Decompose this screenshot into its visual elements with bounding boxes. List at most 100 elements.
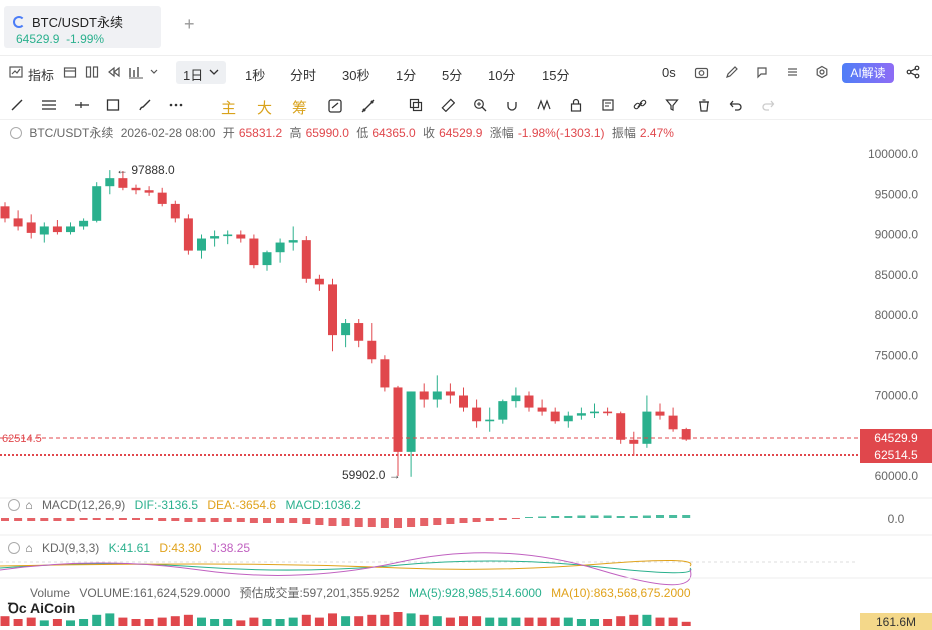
- tf-15m[interactable]: 15分: [542, 68, 570, 83]
- volume-bar: [576, 619, 586, 626]
- timeframe-chevron-icon[interactable]: [206, 65, 222, 81]
- macd-eye-icon[interactable]: ⌂: [25, 498, 33, 512]
- link-icon[interactable]: [633, 98, 649, 114]
- candle-body: [13, 218, 23, 227]
- lock-icon[interactable]: [569, 98, 585, 114]
- share-icon[interactable]: [905, 65, 921, 81]
- candle-body: [236, 234, 246, 239]
- candle-body: [511, 395, 521, 402]
- undo-icon[interactable]: [729, 98, 745, 114]
- measure-tool-icon[interactable]: [360, 98, 376, 114]
- candle-body: [642, 411, 652, 444]
- symbol-tab[interactable]: BTC/USDT永续 64529.9 -1.99%: [4, 6, 161, 48]
- info-amplitude: 2.47%: [639, 126, 674, 140]
- alert-icon[interactable]: [754, 65, 770, 81]
- tf-1s[interactable]: 1秒: [245, 68, 266, 83]
- tf-5m[interactable]: 5分: [442, 68, 463, 83]
- sync-draw-icon[interactable]: [327, 98, 343, 114]
- volume-bar: [144, 619, 154, 626]
- volume-bar: [183, 614, 193, 626]
- macd-bar: [341, 518, 350, 526]
- macd-collapse-icon[interactable]: [8, 499, 20, 511]
- ohlc-info-line: BTC/USDT永续 2026-02-28 08:00 开 65831.2 高 65…: [10, 124, 678, 141]
- volume-bar: [629, 614, 639, 626]
- volume-bar: [393, 612, 403, 626]
- more-tools-icon[interactable]: [168, 98, 184, 114]
- tf-timeshare[interactable]: 分时: [290, 68, 317, 83]
- volume-bar: [354, 616, 364, 626]
- magnet-icon[interactable]: [505, 98, 521, 114]
- volume-bar: [275, 619, 285, 626]
- last-price-tag-bg: [860, 429, 932, 446]
- macd-bar: [669, 515, 678, 518]
- volume-bar: [105, 613, 115, 626]
- chevron-down-icon[interactable]: [146, 65, 162, 81]
- add-tab-icon[interactable]: +: [184, 14, 195, 34]
- candle-body: [105, 178, 115, 187]
- edit-icon[interactable]: [724, 65, 740, 81]
- volume-bar: [655, 617, 665, 626]
- collapse-chevron-icon[interactable]: [10, 127, 22, 139]
- horizontal-ray-icon[interactable]: [74, 98, 90, 114]
- aicoin-logo-text: AiCoin: [30, 600, 76, 616]
- candle-body: [183, 218, 193, 251]
- volume-bar: [249, 617, 259, 626]
- template-icon[interactable]: [62, 65, 78, 81]
- macd-bar: [367, 518, 376, 527]
- bar-chart-type-icon[interactable]: [128, 65, 144, 81]
- zoom-in-icon[interactable]: [473, 98, 489, 114]
- macd-bar: [53, 518, 62, 521]
- volume-bar: [616, 616, 626, 626]
- volume-bar: [79, 619, 89, 626]
- settings-icon[interactable]: [814, 65, 830, 81]
- big-order-button[interactable]: 大: [257, 100, 273, 117]
- macd-bar: [315, 518, 324, 525]
- redo-icon[interactable]: [761, 98, 777, 114]
- note-icon[interactable]: [601, 98, 617, 114]
- tf-30s[interactable]: 30秒: [342, 68, 370, 83]
- macd-bar: [66, 518, 75, 521]
- rectangle-icon[interactable]: [106, 98, 122, 114]
- indicator-icon[interactable]: [8, 65, 24, 81]
- candle-body: [616, 413, 626, 440]
- brush-icon[interactable]: [138, 98, 154, 114]
- layout-icon[interactable]: [84, 65, 100, 81]
- camera-icon[interactable]: [693, 65, 709, 81]
- macd-legend: ⌂ MACD(12,26,9) DIF:-3136.5 DEA:-3654.6 …: [8, 498, 367, 512]
- main-force-button[interactable]: 主: [221, 100, 237, 117]
- kdj-collapse-icon[interactable]: [8, 542, 20, 554]
- volume-bar: [432, 616, 442, 626]
- filter-icon[interactable]: [665, 98, 681, 114]
- candle-body: [223, 234, 233, 237]
- macd-bar: [302, 518, 311, 524]
- list-icon[interactable]: [784, 65, 800, 81]
- timeframe-selector[interactable]: [176, 61, 226, 84]
- timeframe-active[interactable]: 1日: [183, 68, 204, 83]
- candle-body: [524, 395, 534, 408]
- macd-bar: [105, 518, 114, 520]
- horizontal-lines-icon[interactable]: [41, 98, 57, 114]
- ruler-icon[interactable]: [441, 98, 457, 114]
- macd-bar: [603, 515, 612, 518]
- tf-1m[interactable]: 1分: [396, 68, 417, 83]
- macd-bar: [27, 518, 36, 521]
- indicators-button[interactable]: 指标: [28, 68, 55, 83]
- pattern-icon[interactable]: [537, 98, 553, 114]
- macd-bar: [380, 518, 389, 528]
- candlestick-chart[interactable]: 100000.0 95000.0 90000.0 85000.0 80000.0 7500…: [0, 120, 932, 630]
- candle-body: [432, 391, 442, 400]
- ai-interpret-button[interactable]: AI解读: [842, 63, 894, 83]
- trend-line-icon[interactable]: [10, 98, 26, 114]
- drawing-toolbar: 主 大 筹: [0, 92, 932, 120]
- candle-body: [367, 340, 377, 360]
- tf-10m[interactable]: 10分: [488, 68, 516, 83]
- copy-icon[interactable]: [409, 98, 425, 114]
- trash-icon[interactable]: [697, 98, 713, 114]
- replay-icon[interactable]: [106, 65, 122, 81]
- candle-body: [406, 391, 416, 452]
- volume-bar: [328, 613, 337, 626]
- kdj-j-line: [0, 552, 692, 586]
- info-open-label: 开: [222, 126, 235, 140]
- chip-button[interactable]: 筹: [292, 100, 308, 117]
- kdj-eye-icon[interactable]: ⌂: [25, 541, 33, 555]
